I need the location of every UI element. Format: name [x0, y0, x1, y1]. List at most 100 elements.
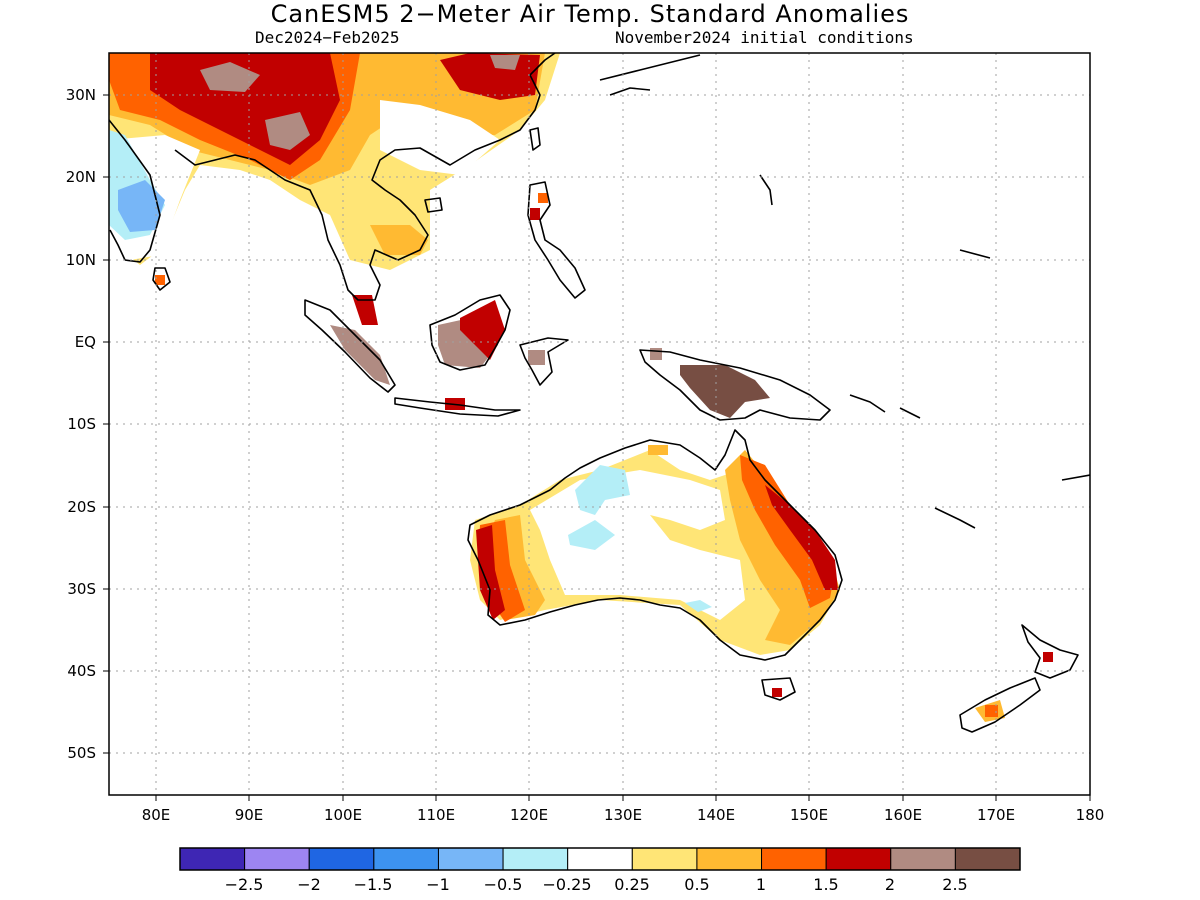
colorbar-swatch [954, 847, 1021, 871]
aus-cool-center [568, 520, 615, 550]
taiwan-coast [529, 127, 541, 151]
colorbar-swatch [761, 847, 827, 871]
pacific-islands-coast [759, 174, 1090, 529]
colorbar-labels: −2.5 −2 −1.5 −1 −0.5 −0.25 0.25 0.5 1 1.… [225, 875, 968, 894]
lon-tick-labels: 80E 90E 100E 110E 120E 130E 140E 150E 16… [142, 806, 1105, 824]
colorbar-swatch [437, 847, 504, 871]
colorbar-swatch [696, 847, 763, 871]
colorbar-label: −1 [426, 875, 450, 894]
aus-cool-south [685, 600, 712, 612]
colorbar-frame [179, 847, 1021, 871]
colorbar-swatch [373, 847, 439, 871]
colorbar-label: 2 [885, 875, 895, 894]
lat-label: 30S [67, 580, 96, 598]
aus-east-strong [740, 455, 835, 608]
lat-label: 40S [67, 662, 96, 680]
indochina-orange [370, 225, 428, 255]
lon-label: 120E [510, 806, 548, 824]
aus-north-orange [648, 445, 668, 455]
lon-label: 180 [1076, 806, 1105, 824]
axis-ticks [103, 94, 1091, 801]
philippines-coast [527, 181, 586, 299]
asia-mainland-coast [109, 53, 556, 301]
srilanka-orange [155, 275, 165, 285]
nz-south-coast [959, 677, 1041, 733]
colorbar-swatch [502, 847, 569, 871]
malay-red [352, 295, 378, 325]
forecast-period: Dec2024−Feb2025 [255, 28, 400, 47]
lon-label: 100E [324, 806, 362, 824]
australia-coast [467, 429, 843, 661]
lat-label: 10S [67, 415, 96, 433]
tasmania-red [772, 688, 782, 697]
colorbar-swatch [631, 847, 698, 871]
borneo-red [460, 300, 505, 360]
java-coast [394, 397, 521, 417]
colorbar-label: −0.5 [484, 875, 523, 894]
asia-extreme-ne [490, 55, 520, 70]
aus-cool-north [575, 465, 630, 515]
colorbar: −2.5 −2 −1.5 −1 −0.5 −0.25 0.25 0.5 1 1.… [179, 847, 1021, 894]
colorbar-label: 1.5 [813, 875, 838, 894]
lat-label: EQ [75, 333, 96, 351]
colorbar-label: −1.5 [354, 875, 393, 894]
png-extreme-small [650, 348, 662, 360]
tibet-extreme-east [265, 112, 310, 150]
sumatra-extreme [330, 325, 390, 385]
india-cool [118, 180, 165, 232]
lon-label: 170E [977, 806, 1015, 824]
china-neutral [380, 100, 500, 175]
png-extreme [680, 365, 770, 418]
gridlines [109, 53, 1090, 795]
aus-east-red [765, 485, 838, 590]
lon-label: 130E [604, 806, 642, 824]
lat-label: 50S [67, 744, 96, 762]
colorbar-swatch [890, 847, 956, 871]
lon-label: 160E [884, 806, 922, 824]
anomaly-fields [109, 53, 1053, 722]
tasmania-coast [761, 677, 796, 701]
lon-label: 150E [790, 806, 828, 824]
lat-label: 10N [66, 251, 96, 269]
colorbar-swatch [308, 847, 375, 871]
lat-label: 20S [67, 498, 96, 516]
lon-label: 80E [142, 806, 171, 824]
japan-coast [599, 54, 701, 96]
colorbar-label: −2 [297, 875, 321, 894]
philippines-red [530, 208, 540, 220]
sumatra-coast [304, 299, 396, 393]
colorbar-label: 0.5 [684, 875, 709, 894]
lat-label: 30N [66, 86, 96, 104]
nz-red [1043, 652, 1053, 662]
colorbar-swatch [244, 847, 310, 871]
hainan-coast [424, 197, 443, 213]
nz-strong [985, 705, 998, 717]
colorbar-label: 1 [756, 875, 766, 894]
srilanka-coast [152, 267, 171, 291]
sulawesi-extreme [528, 350, 545, 365]
lat-label: 20N [66, 168, 96, 186]
colorbar-label: −0.25 [542, 875, 591, 894]
colorbar-swatch [825, 847, 892, 871]
tibet-extreme-west [200, 62, 260, 92]
colorbar-swatch [179, 847, 246, 871]
borneo-coast [429, 294, 511, 371]
colorbar-swatch [567, 847, 633, 871]
sulawesi-coast [519, 337, 569, 386]
colorbar-swatches [179, 847, 1021, 871]
coastlines [109, 53, 1090, 733]
png-coast [639, 349, 831, 421]
lon-label: 110E [417, 806, 455, 824]
nz-north-coast [1021, 624, 1079, 679]
aus-west-red [476, 525, 505, 620]
lat-tick-labels: 30N 20N 10N EQ 10S 20S 30S 40S 50S [66, 86, 96, 762]
map-title: CanESM5 2−Meter Air Temp. Standard Anoma… [270, 0, 910, 28]
colorbar-label: −2.5 [225, 875, 264, 894]
philippines-orange [538, 193, 548, 203]
colorbar-label: 0.25 [614, 875, 650, 894]
colorbar-label: 2.5 [942, 875, 967, 894]
initial-conditions: November2024 initial conditions [615, 28, 914, 47]
lon-label: 140E [697, 806, 735, 824]
lon-label: 90E [235, 806, 264, 824]
